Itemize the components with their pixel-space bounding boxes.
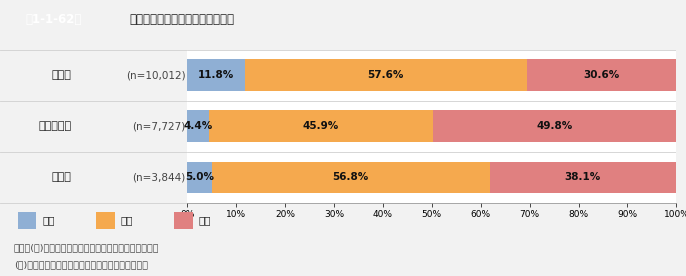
Text: 不足: 不足 [199, 215, 211, 225]
Bar [434, 110, 677, 142]
Text: 資料：(株)帝国データバンク「取引条件改善状況調査」: 資料：(株)帝国データバンク「取引条件改善状況調査」 [14, 243, 159, 252]
Text: 第1-1-62図: 第1-1-62図 [25, 13, 82, 26]
Text: (n=10,012): (n=10,012) [126, 70, 185, 80]
Text: 45.9%: 45.9% [303, 121, 339, 131]
Text: 適正: 適正 [121, 215, 133, 225]
Text: 57.6%: 57.6% [368, 70, 404, 80]
Bar [212, 161, 490, 193]
Bar [187, 110, 209, 142]
Bar [245, 59, 527, 91]
Bar [187, 161, 212, 193]
Text: 業種別に見た、人員の過不足状況: 業種別に見た、人員の過不足状況 [130, 13, 235, 26]
Text: 製造業: 製造業 [51, 70, 71, 80]
Bar [490, 161, 676, 193]
Bar [18, 211, 36, 229]
Text: 過剰: 過剰 [43, 215, 55, 225]
Text: 38.1%: 38.1% [565, 172, 601, 182]
Bar [209, 110, 434, 142]
Text: サービス業: サービス業 [38, 121, 71, 131]
Text: (n=7,727): (n=7,727) [132, 121, 185, 131]
Text: 49.8%: 49.8% [537, 121, 573, 131]
Bar [527, 59, 676, 91]
Text: 4.4%: 4.4% [183, 121, 213, 131]
Bar [96, 211, 115, 229]
Text: (n=3,844): (n=3,844) [132, 172, 185, 182]
Text: 5.0%: 5.0% [185, 172, 214, 182]
Bar [187, 59, 245, 91]
Text: 30.6%: 30.6% [583, 70, 619, 80]
Text: その他: その他 [51, 172, 71, 182]
Bar [174, 211, 193, 229]
Text: 11.8%: 11.8% [198, 70, 234, 80]
Text: 56.8%: 56.8% [333, 172, 369, 182]
Text: (注)受注側事業者向けアンケートを集計したもの。: (注)受注側事業者向けアンケートを集計したもの。 [14, 261, 147, 270]
